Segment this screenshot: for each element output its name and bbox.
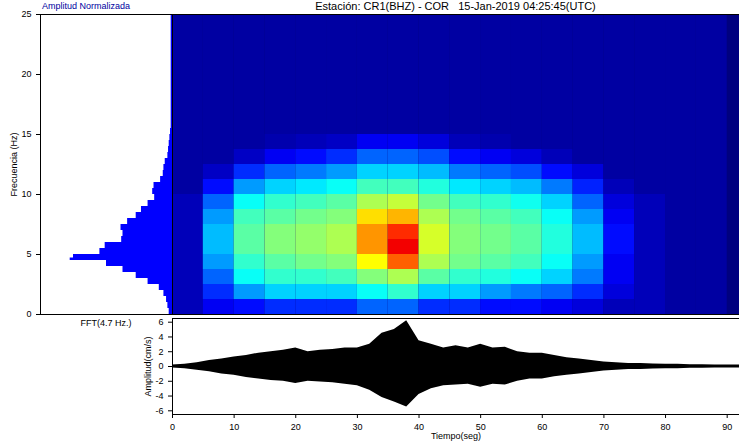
svg-text:15: 15 [21,129,31,139]
svg-text:-4: -4 [155,391,163,401]
svg-text:4: 4 [158,332,163,342]
svg-text:-6: -6 [155,406,163,416]
svg-text:50: 50 [475,421,486,432]
svg-text:Frecuencia (Hz): Frecuencia (Hz) [9,132,19,196]
svg-text:6: 6 [158,317,163,327]
html-text:Amplitud Normalizada: Amplitud Normalizada [42,1,130,11]
svg-text:5: 5 [26,249,31,259]
svg-text:0: 0 [26,309,31,319]
svg-text:90: 90 [722,422,732,432]
svg-text:Tiempo(seg): Tiempo(seg) [431,431,481,441]
svg-text:20: 20 [21,69,31,79]
svg-text:0: 0 [158,361,163,371]
svg-text:10: 10 [21,189,31,199]
svg-text:25: 25 [21,9,31,19]
svg-text:-2: -2 [155,376,163,386]
svg-text:40: 40 [414,422,424,432]
svg-text:60: 60 [537,422,547,432]
svg-text:2: 2 [158,347,163,357]
svg-text:70: 70 [599,422,609,432]
svg-text:30: 30 [352,422,362,432]
svg-text:Amplitud(cm/s): Amplitud(cm/s) [143,336,153,396]
html-text:FFT(4.7 Hz.): FFT(4.7 Hz.) [80,318,132,328]
html-text:Estación: CR1(BHZ) - COR 15-Ja: Estación: CR1(BHZ) - COR 15-Jan-2019 04:… [315,0,596,12]
svg-text:20: 20 [291,422,301,432]
svg-text:0: 0 [170,422,175,432]
svg-text:80: 80 [661,422,671,432]
svg-text:10: 10 [229,422,239,432]
